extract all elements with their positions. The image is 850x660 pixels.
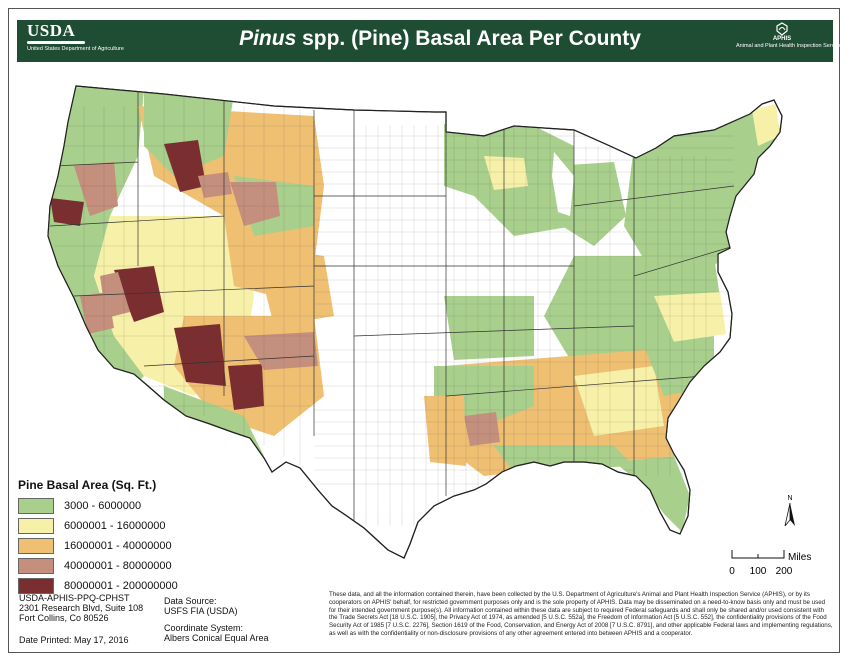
oregon-dark (50, 198, 84, 226)
legend-swatch (18, 578, 54, 594)
address-line: 2301 Research Blvd, Suite 108 (19, 603, 144, 613)
office-address: USDA-APHIS-PPQ-CPHST 2301 Research Blvd,… (19, 593, 143, 623)
footer: USDA-APHIS-PPQ-CPHST 2301 Research Blvd,… (14, 590, 836, 652)
oregon-brown (74, 162, 118, 216)
legend-item: 80000001 - 200000000 (18, 576, 208, 596)
data-source: Data Source: USFS FIA (USDA) (164, 596, 238, 616)
title-genus: Pinus (239, 27, 297, 50)
legend-item: 16000001 - 40000000 (18, 536, 208, 556)
usda-agency-name: United States Department of Agriculture (27, 46, 124, 52)
northern-rockies-green (144, 88, 234, 176)
scale-tick: 0 (729, 566, 735, 577)
north-label: N (787, 495, 792, 502)
legend-swatch (18, 518, 54, 534)
legend-item: 6000001 - 16000000 (18, 516, 208, 536)
coord-label: Coordinate System: (164, 623, 244, 633)
new-mexico-dark (228, 364, 264, 410)
scale-tick: 200 (776, 566, 793, 577)
legend: Pine Basal Area (Sq. Ft.) 3000 - 6000000… (18, 478, 208, 596)
legend-label: 40000001 - 80000000 (64, 560, 172, 572)
upper-midwest-yellow (484, 156, 528, 190)
maine-yellow (752, 104, 780, 146)
idaho-dark (164, 140, 206, 192)
scale-unit: Miles (788, 552, 811, 563)
georgia-yellow (574, 366, 664, 436)
legend-title: Pine Basal Area (Sq. Ft.) (18, 478, 157, 492)
legend-swatch (18, 498, 54, 514)
north-arrow-icon: N (784, 495, 795, 527)
coordinate-system: Coordinate System: Albers Conical Equal … (164, 623, 269, 643)
idaho-brown (198, 172, 232, 198)
title-text: spp. (Pine) Basal Area Per County (296, 27, 641, 50)
disclaimer: These data, and all the information cont… (329, 591, 833, 637)
east-texas-orange (424, 396, 466, 466)
legend-label: 3000 - 6000000 (64, 500, 142, 512)
office-name: USDA-APHIS-PPQ-CPHST (19, 593, 130, 603)
county-boundaries (54, 96, 734, 526)
aphis-wordmark: APHIS (772, 36, 792, 42)
nevada-dark (114, 266, 164, 322)
aphis-emblem-icon (776, 22, 788, 36)
date-printed: Date Printed: May 17, 2016 (19, 635, 129, 645)
address-line: Fort Collins, Co 80526 (19, 613, 109, 623)
aphis-agency-name: Animal and Plant Health Inspection Servi… (736, 43, 842, 49)
legend-label: 16000001 - 40000000 (64, 540, 172, 552)
coord-value: Albers Conical Equal Area (164, 633, 269, 643)
legend-swatch (18, 538, 54, 554)
title-banner (17, 20, 833, 62)
louisiana-brown (464, 412, 500, 446)
new-mexico-brown (244, 332, 318, 370)
usda-logo: USDA United States Department of Agricul… (27, 21, 124, 60)
usda-swoosh-icon (27, 41, 85, 44)
arizona-dark (174, 324, 226, 386)
usda-wordmark: USDA (27, 21, 76, 40)
legend-label: 80000001 - 200000000 (64, 580, 178, 592)
missouri-green (444, 296, 534, 360)
map-title: Pinus spp. (Pine) Basal Area Per County (160, 27, 720, 51)
california-brown (80, 292, 114, 334)
aphis-logo: APHIS Animal and Plant Health Inspection… (736, 22, 842, 60)
scale-tick: 100 (750, 566, 767, 577)
legend-item: 3000 - 6000000 (18, 496, 208, 516)
virginia-yellow (654, 292, 726, 342)
scale-bar: Miles 0 100 200 (729, 550, 811, 577)
data-source-value: USFS FIA (USDA) (164, 606, 238, 616)
legend-label: 6000001 - 16000000 (64, 520, 166, 532)
montana-brown (230, 182, 280, 226)
us-county-map (47, 85, 783, 559)
legend-swatch (18, 558, 54, 574)
data-source-label: Data Source: (164, 596, 217, 606)
legend-item: 40000001 - 80000000 (18, 556, 208, 576)
